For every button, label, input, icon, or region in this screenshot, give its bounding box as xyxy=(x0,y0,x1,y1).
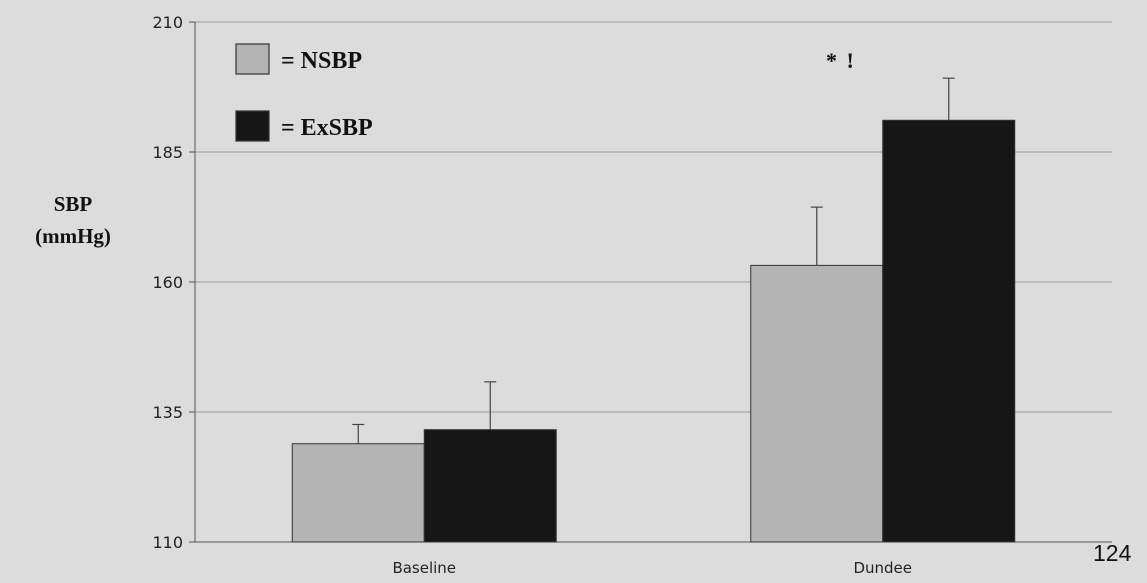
bar-nsbp-dundee xyxy=(750,264,884,543)
significance-annotation: * ! xyxy=(826,48,856,73)
y-tick-label: 110 xyxy=(152,533,183,552)
y-tick-label: 210 xyxy=(152,13,183,32)
legend-label-exsbp: = ExSBP xyxy=(281,115,373,141)
bar-exsbp-dundee xyxy=(882,119,1016,543)
y-tick-label: 160 xyxy=(152,273,183,292)
page-number: 124 xyxy=(1093,540,1132,566)
y-tick-label: 135 xyxy=(152,403,183,422)
x-tick-label: Dundee xyxy=(853,559,912,577)
y-axis-label-line-2: (mmHg) xyxy=(35,224,111,248)
y-axis-label-line-1: SBP xyxy=(53,192,93,216)
bar-nsbp-baseline xyxy=(291,443,425,543)
bar-exsbp-baseline xyxy=(423,429,557,543)
y-tick-label: 185 xyxy=(152,143,183,162)
x-tick-label: Baseline xyxy=(392,559,456,577)
legend-swatch-nsbp xyxy=(235,43,270,75)
legend-swatch-exsbp xyxy=(235,110,270,142)
y-axis-label: SBP (mmHg) xyxy=(18,188,128,252)
legend-label-nsbp: = NSBP xyxy=(281,48,362,74)
